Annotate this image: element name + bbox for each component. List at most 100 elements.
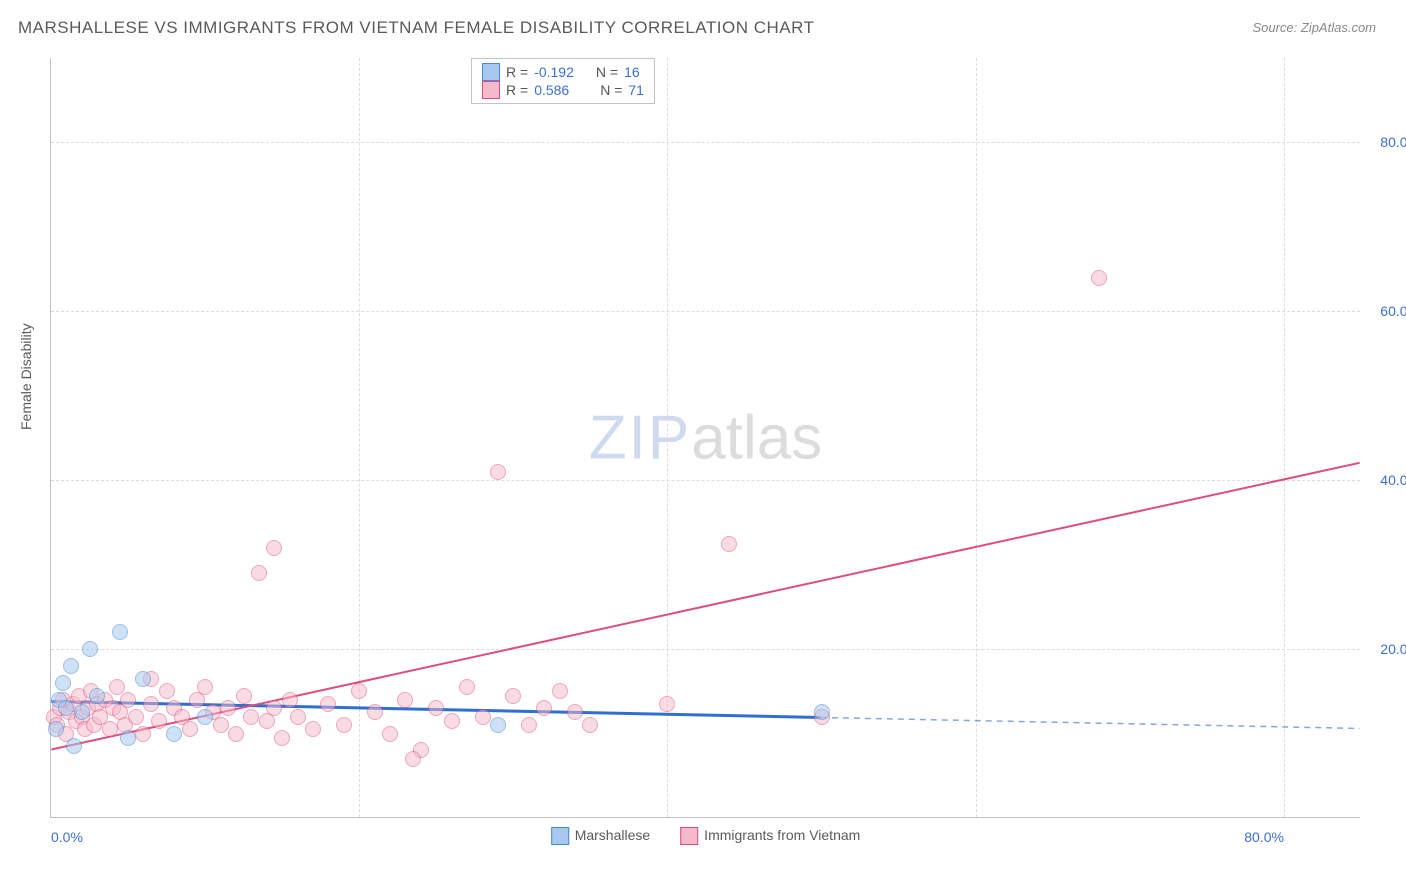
gridline-vertical bbox=[1284, 58, 1285, 817]
data-point bbox=[521, 717, 537, 733]
source-attribution: Source: ZipAtlas.com bbox=[1252, 20, 1376, 35]
data-point bbox=[102, 721, 118, 737]
trend-line bbox=[51, 463, 1359, 750]
data-point bbox=[112, 624, 128, 640]
legend-swatch-icon bbox=[680, 827, 698, 845]
legend-swatch-vietnam bbox=[482, 81, 500, 99]
gridline-vertical bbox=[359, 58, 360, 817]
trend-lines bbox=[51, 58, 1360, 817]
data-point bbox=[505, 688, 521, 704]
y-tick-label: 60.0% bbox=[1380, 303, 1406, 319]
y-tick-label: 80.0% bbox=[1380, 134, 1406, 150]
data-point bbox=[63, 658, 79, 674]
data-point bbox=[567, 704, 583, 720]
legend-row-1: R = -0.192 N = 16 bbox=[482, 63, 644, 81]
data-point bbox=[66, 738, 82, 754]
data-point bbox=[243, 709, 259, 725]
data-point bbox=[367, 704, 383, 720]
watermark: ZIPatlas bbox=[589, 402, 822, 473]
n-label: N = bbox=[596, 64, 618, 80]
data-point bbox=[305, 721, 321, 737]
data-point bbox=[182, 721, 198, 737]
data-point bbox=[251, 565, 267, 581]
data-point bbox=[721, 536, 737, 552]
r-value-2: 0.586 bbox=[534, 82, 578, 98]
y-tick-label: 40.0% bbox=[1380, 472, 1406, 488]
data-point bbox=[397, 692, 413, 708]
watermark-zip: ZIP bbox=[589, 403, 691, 472]
legend-label-marshallese: Marshallese bbox=[575, 827, 650, 843]
data-point bbox=[444, 713, 460, 729]
data-point bbox=[197, 679, 213, 695]
data-point bbox=[290, 709, 306, 725]
data-point bbox=[814, 704, 830, 720]
legend-item-marshallese: Marshallese bbox=[551, 827, 650, 845]
data-point bbox=[1091, 270, 1107, 286]
data-point bbox=[228, 726, 244, 742]
r-label: R = bbox=[506, 64, 528, 80]
gridline-horizontal bbox=[51, 480, 1360, 481]
data-point bbox=[428, 700, 444, 716]
data-point bbox=[135, 671, 151, 687]
data-point bbox=[459, 679, 475, 695]
data-point bbox=[490, 717, 506, 733]
n-value-1: 16 bbox=[624, 64, 640, 80]
gridline-horizontal bbox=[51, 649, 1360, 650]
chart-title: MARSHALLESE VS IMMIGRANTS FROM VIETNAM F… bbox=[18, 18, 814, 38]
data-point bbox=[48, 721, 64, 737]
legend-row-2: R = 0.586 N = 71 bbox=[482, 81, 644, 99]
data-point bbox=[135, 726, 151, 742]
data-point bbox=[282, 692, 298, 708]
data-point bbox=[220, 700, 236, 716]
data-point bbox=[74, 704, 90, 720]
data-point bbox=[320, 696, 336, 712]
data-point bbox=[382, 726, 398, 742]
data-point bbox=[274, 730, 290, 746]
data-point bbox=[159, 683, 175, 699]
correlation-legend: R = -0.192 N = 16 R = 0.586 N = 71 bbox=[471, 58, 655, 104]
data-point bbox=[89, 688, 105, 704]
gridline-horizontal bbox=[51, 142, 1360, 143]
data-point bbox=[536, 700, 552, 716]
legend-swatch-marshallese bbox=[482, 63, 500, 81]
series-legend: Marshallese Immigrants from Vietnam bbox=[551, 827, 861, 845]
data-point bbox=[351, 683, 367, 699]
data-point bbox=[659, 696, 675, 712]
data-point bbox=[213, 717, 229, 733]
trend-line-extrapolated bbox=[821, 717, 1360, 728]
y-tick-label: 20.0% bbox=[1380, 641, 1406, 657]
data-point bbox=[166, 726, 182, 742]
legend-swatch-icon bbox=[551, 827, 569, 845]
data-point bbox=[120, 692, 136, 708]
data-point bbox=[236, 688, 252, 704]
r-label: R = bbox=[506, 82, 528, 98]
data-point bbox=[336, 717, 352, 733]
n-value-2: 71 bbox=[628, 82, 644, 98]
data-point bbox=[266, 700, 282, 716]
n-label: N = bbox=[600, 82, 622, 98]
r-value-1: -0.192 bbox=[534, 64, 574, 80]
data-point bbox=[143, 696, 159, 712]
y-axis-label: Female Disability bbox=[18, 323, 34, 430]
data-point bbox=[120, 730, 136, 746]
data-point bbox=[55, 675, 71, 691]
plot-area: ZIPatlas 20.0%40.0%60.0%80.0%0.0%80.0% R… bbox=[50, 58, 1360, 818]
data-point bbox=[58, 700, 74, 716]
data-point bbox=[128, 709, 144, 725]
data-point bbox=[475, 709, 491, 725]
x-tick-label: 80.0% bbox=[1244, 829, 1284, 845]
x-tick-label: 0.0% bbox=[51, 829, 83, 845]
data-point bbox=[82, 641, 98, 657]
data-point bbox=[552, 683, 568, 699]
data-point bbox=[197, 709, 213, 725]
legend-item-vietnam: Immigrants from Vietnam bbox=[680, 827, 860, 845]
gridline-vertical bbox=[976, 58, 977, 817]
data-point bbox=[405, 751, 421, 767]
data-point bbox=[266, 540, 282, 556]
gridline-horizontal bbox=[51, 311, 1360, 312]
watermark-atlas: atlas bbox=[691, 403, 822, 472]
legend-label-vietnam: Immigrants from Vietnam bbox=[704, 827, 860, 843]
data-point bbox=[151, 713, 167, 729]
data-point bbox=[490, 464, 506, 480]
data-point bbox=[582, 717, 598, 733]
